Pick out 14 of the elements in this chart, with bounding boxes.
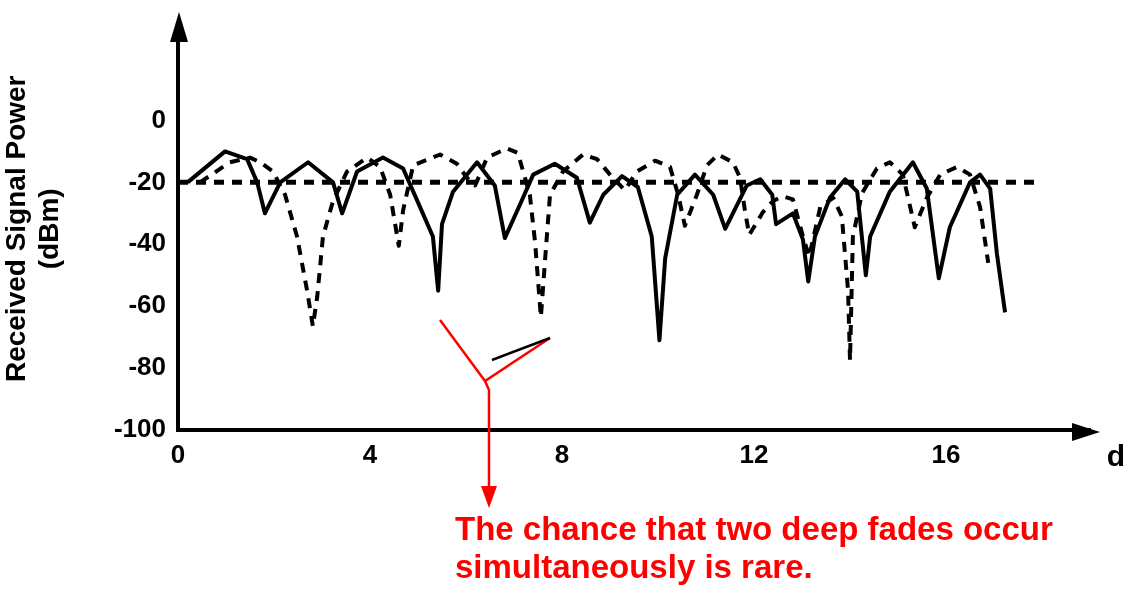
- x-tick-label: 8: [554, 438, 570, 469]
- x-axis-title: d: [1106, 439, 1126, 473]
- y-tick-label: -20: [128, 165, 166, 196]
- x-tick-label: 12: [739, 438, 769, 469]
- x-tick-label: 0: [170, 438, 186, 469]
- text: The chance that two deep fades occur simultaneously is rare.: [455, 510, 1054, 586]
- x-tick-label: 4: [362, 438, 378, 469]
- y-tick-label: -80: [128, 351, 166, 382]
- y-axis-title: Received Signal Power (dBm): [0, 75, 65, 383]
- y-tick-label: -60: [128, 289, 166, 320]
- y-tick-label: -40: [128, 227, 166, 258]
- y-tick-label: -100: [113, 413, 166, 444]
- y-tick-label: 0: [151, 103, 166, 134]
- x-tick-label: 16: [931, 438, 961, 469]
